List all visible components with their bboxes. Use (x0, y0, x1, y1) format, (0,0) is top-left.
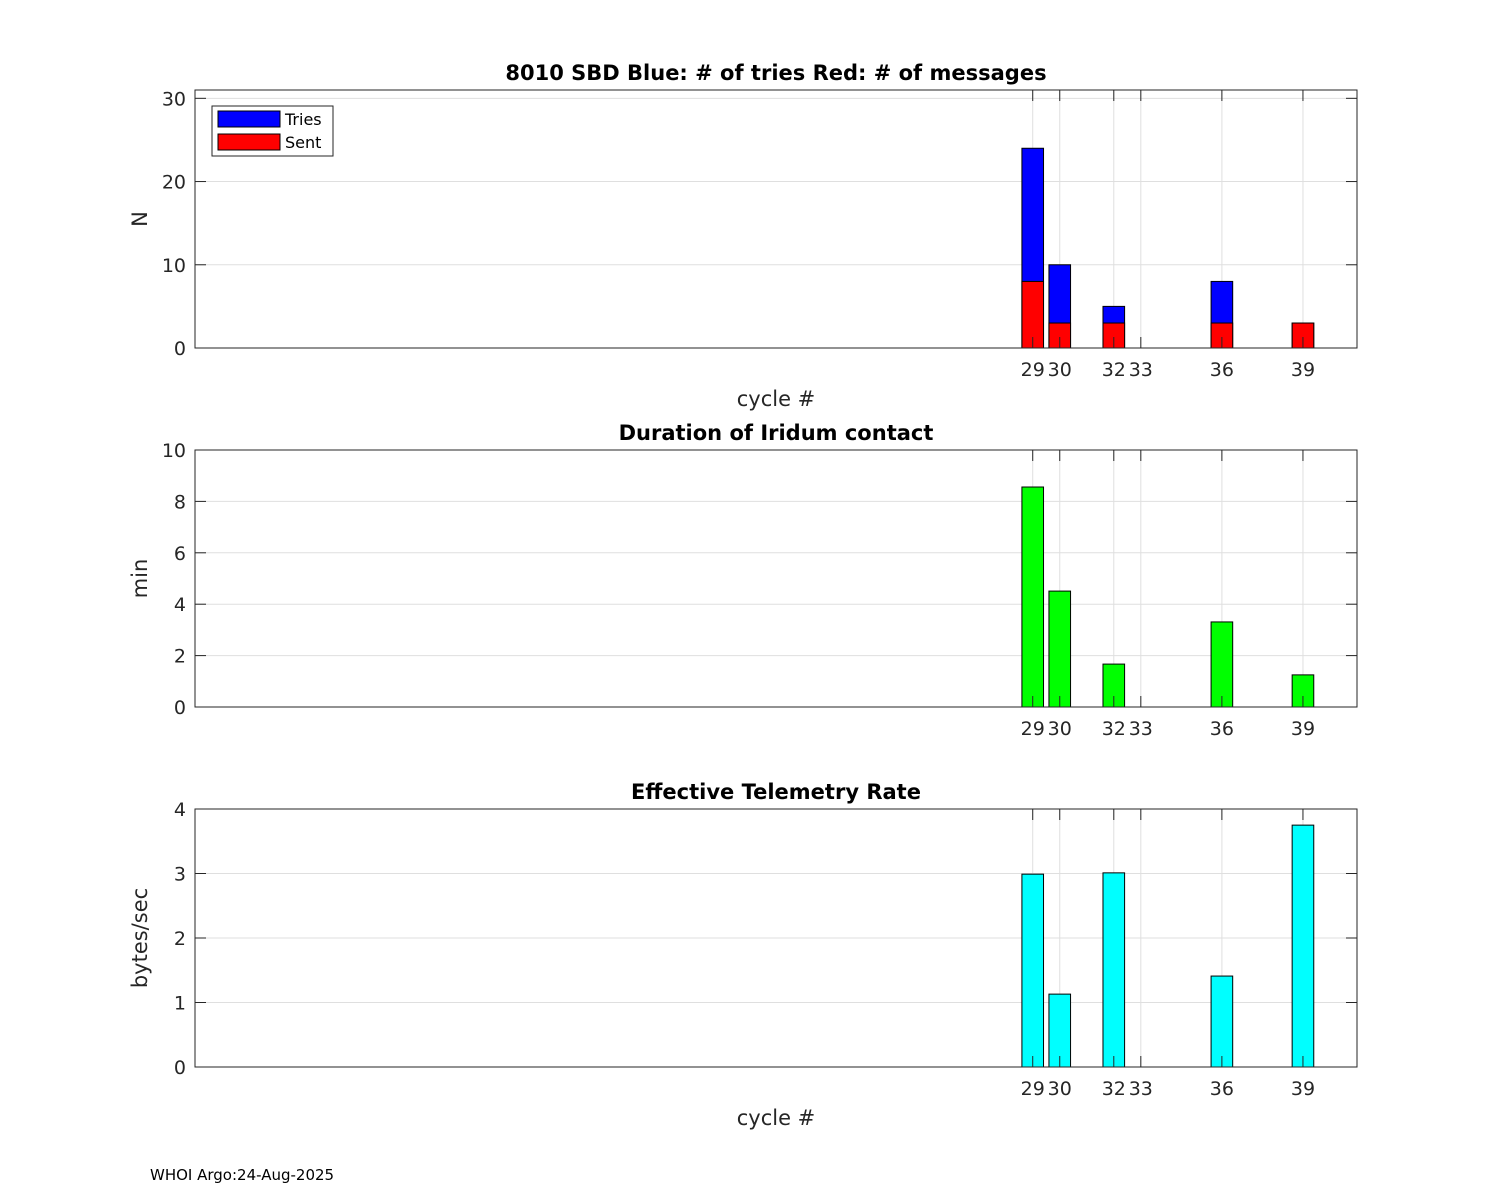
x-axis-label: cycle # (737, 1106, 816, 1130)
chart-title: Duration of Iridum contact (619, 421, 934, 445)
bar-rate-cycle-36 (1210, 975, 1234, 1068)
y-tick-label: 2 (174, 928, 186, 950)
y-tick-label: 20 (162, 172, 186, 194)
x-tick-label: 32 (1102, 359, 1126, 381)
y-tick-label: 30 (162, 88, 186, 110)
y-tick-label: 8 (174, 491, 186, 513)
x-tick-label: 36 (1210, 1078, 1234, 1100)
x-tick-label: 33 (1129, 1078, 1153, 1100)
chart-title: Effective Telemetry Rate (631, 780, 921, 804)
legend-swatch-sent (217, 133, 281, 151)
bar-duration-cycle-36 (1210, 621, 1234, 708)
x-tick-label: 32 (1102, 718, 1126, 740)
axes-box (194, 449, 1358, 708)
legend-swatch-tries (217, 110, 281, 128)
legend-label-sent: Sent (285, 133, 321, 152)
axes-box (194, 89, 1358, 349)
footer-credit: WHOI Argo:24-Aug-2025 (150, 1166, 335, 1184)
x-tick-label: 29 (1021, 718, 1045, 740)
bar-rate-cycle-32 (1102, 872, 1126, 1068)
y-tick-label: 4 (174, 799, 186, 821)
y-tick-label: 2 (174, 646, 186, 668)
y-tick-label: 0 (174, 1057, 186, 1079)
y-axis-label: min (128, 559, 152, 599)
x-tick-label: 39 (1291, 718, 1315, 740)
legend: Tries Sent (211, 105, 334, 157)
x-tick-label: 30 (1048, 1078, 1072, 1100)
y-axis-label: N (128, 211, 152, 227)
bar-duration-cycle-29 (1021, 486, 1045, 708)
x-tick-label: 30 (1048, 359, 1072, 381)
y-tick-label: 0 (174, 697, 186, 719)
x-tick-label: 29 (1021, 359, 1045, 381)
x-tick-label: 32 (1102, 1078, 1126, 1100)
bar-rate-cycle-39 (1291, 824, 1315, 1068)
subplot-2: 0 2 4 6 8 10 29 30 32 33 36 39 Duration of Iridum co… (128, 421, 1358, 740)
bar-duration-cycle-30 (1048, 590, 1072, 708)
subplot-3: 0 1 2 3 4 29 30 32 33 36 39 Effective Telemetry Rat… (128, 780, 1358, 1130)
x-axis-label: cycle # (737, 387, 816, 411)
legend-label-tries: Tries (284, 110, 322, 129)
chart-title: 8010 SBD Blue: # of tries Red: # of mess… (505, 61, 1046, 85)
y-tick-label: 10 (162, 440, 186, 462)
bar-rate-cycle-29 (1021, 873, 1045, 1068)
y-tick-label: 3 (174, 864, 186, 886)
x-tick-label: 33 (1129, 359, 1153, 381)
y-tick-label: 1 (174, 993, 186, 1015)
x-tick-label: 39 (1291, 1078, 1315, 1100)
x-tick-label: 36 (1210, 718, 1234, 740)
plot-area (195, 90, 1357, 348)
x-tick-label: 29 (1021, 1078, 1045, 1100)
x-tick-label: 36 (1210, 359, 1234, 381)
y-tick-label: 4 (174, 594, 186, 616)
x-tick-label: 39 (1291, 359, 1315, 381)
y-tick-label: 10 (162, 255, 186, 277)
y-tick-label: 6 (174, 543, 186, 565)
y-axis-label: bytes/sec (128, 888, 152, 988)
y-tick-label: 0 (174, 338, 186, 360)
plot-area (195, 450, 1357, 707)
x-tick-label: 33 (1129, 718, 1153, 740)
x-tick-label: 30 (1048, 718, 1072, 740)
